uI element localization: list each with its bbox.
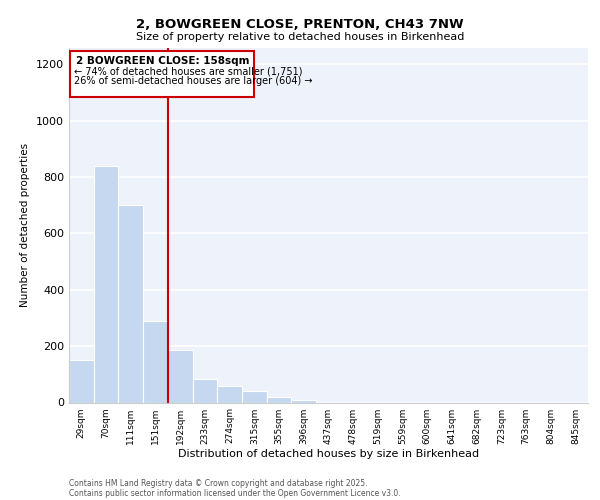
Text: Size of property relative to detached houses in Birkenhead: Size of property relative to detached ho…	[136, 32, 464, 42]
Bar	[217, 386, 242, 402]
Bar	[242, 390, 267, 402]
FancyBboxPatch shape	[70, 51, 254, 97]
Bar	[168, 350, 193, 403]
Text: Contains public sector information licensed under the Open Government Licence v3: Contains public sector information licen…	[69, 488, 401, 498]
Bar	[267, 397, 292, 402]
Text: 26% of semi-detached houses are larger (604) →: 26% of semi-detached houses are larger (…	[74, 76, 313, 86]
Bar	[292, 400, 316, 402]
Text: Contains HM Land Registry data © Crown copyright and database right 2025.: Contains HM Land Registry data © Crown c…	[69, 478, 367, 488]
Y-axis label: Number of detached properties: Number of detached properties	[20, 143, 31, 307]
Text: 2 BOWGREEN CLOSE: 158sqm: 2 BOWGREEN CLOSE: 158sqm	[76, 56, 249, 66]
Bar	[143, 321, 168, 402]
Bar	[118, 206, 143, 402]
Bar	[94, 166, 118, 402]
Text: ← 74% of detached houses are smaller (1,751): ← 74% of detached houses are smaller (1,…	[74, 66, 302, 76]
Text: 2, BOWGREEN CLOSE, PRENTON, CH43 7NW: 2, BOWGREEN CLOSE, PRENTON, CH43 7NW	[136, 18, 464, 30]
Bar	[193, 378, 217, 402]
Bar	[69, 360, 94, 403]
X-axis label: Distribution of detached houses by size in Birkenhead: Distribution of detached houses by size …	[178, 450, 479, 460]
